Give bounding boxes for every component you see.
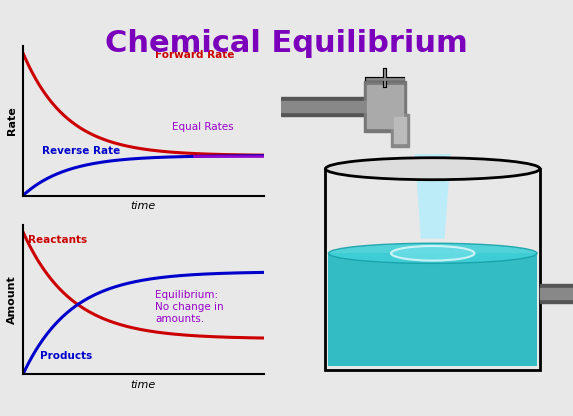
Bar xyxy=(394,117,406,143)
Y-axis label: Amount: Amount xyxy=(7,275,17,324)
Ellipse shape xyxy=(325,158,540,180)
Bar xyxy=(281,101,394,112)
Text: Equal Rates: Equal Rates xyxy=(172,121,234,131)
Text: Reverse Rate: Reverse Rate xyxy=(42,146,120,156)
Bar xyxy=(281,97,394,116)
Polygon shape xyxy=(415,154,450,239)
Text: Products: Products xyxy=(40,352,92,362)
Ellipse shape xyxy=(328,243,537,263)
Bar xyxy=(540,285,573,303)
X-axis label: time: time xyxy=(131,380,156,390)
Bar xyxy=(367,84,403,129)
Text: Equilibrium:
No change in
amounts.: Equilibrium: No change in amounts. xyxy=(155,290,224,324)
Text: Forward Rate: Forward Rate xyxy=(155,50,235,60)
X-axis label: time: time xyxy=(131,201,156,211)
Y-axis label: Rate: Rate xyxy=(7,106,17,135)
Bar xyxy=(364,81,406,132)
Text: Reactants: Reactants xyxy=(28,235,87,245)
Text: Chemical Equilibrium: Chemical Equilibrium xyxy=(105,29,468,58)
Bar xyxy=(391,114,409,147)
Bar xyxy=(540,288,573,299)
Ellipse shape xyxy=(391,246,474,260)
Bar xyxy=(328,253,537,366)
